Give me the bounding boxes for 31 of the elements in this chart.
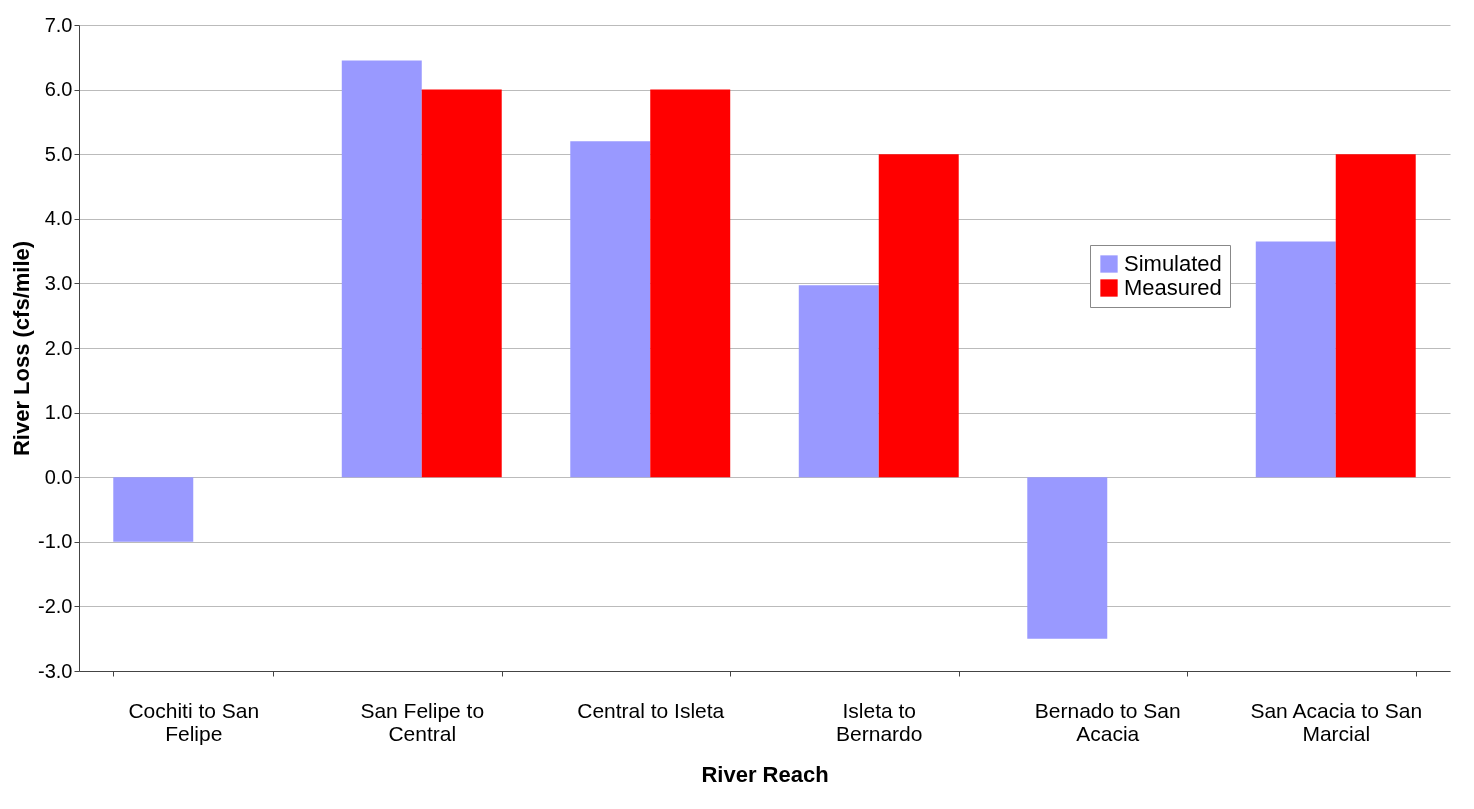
y-tick-label: -1.0 [38, 530, 73, 553]
bar [113, 477, 194, 542]
y-tick-label: 3.0 [44, 271, 73, 294]
bar [1335, 154, 1416, 478]
y-tick-label: 0.0 [44, 465, 73, 488]
bar [878, 154, 959, 478]
y-tick-label: 1.0 [44, 401, 73, 424]
bar [421, 89, 502, 478]
y-tick-label: 6.0 [44, 78, 73, 101]
x-tick-label: Isleta to Bernardo [836, 698, 923, 745]
bar [798, 285, 879, 478]
x-tick-label: San Felipe to Central [360, 698, 485, 745]
y-tick-label: 4.0 [44, 207, 73, 230]
y-tick-label: -3.0 [38, 659, 73, 682]
bar [341, 60, 422, 478]
y-tick-label: 2.0 [44, 336, 73, 359]
y-axis-title: River Loss (cfs/mile) [9, 240, 35, 457]
x-tick-label: Central to Isleta [577, 698, 725, 722]
x-tick-label: San Acacia to San Marcial [1250, 698, 1423, 745]
bar [650, 89, 731, 478]
bar [570, 141, 651, 478]
x-tick-label: Bernado to San Acacia [1034, 698, 1181, 745]
bar [1255, 241, 1336, 478]
x-tick-label: Cochiti to San Felipe [128, 698, 260, 745]
x-axis-title: River Reach [701, 761, 829, 787]
y-tick-label: 5.0 [44, 142, 73, 165]
bar [1027, 477, 1108, 639]
y-tick-label: -2.0 [38, 594, 73, 617]
legend-label: Simulated [1124, 251, 1222, 276]
y-tick-label: 7.0 [44, 13, 73, 36]
legend-label: Measured [1124, 275, 1222, 300]
